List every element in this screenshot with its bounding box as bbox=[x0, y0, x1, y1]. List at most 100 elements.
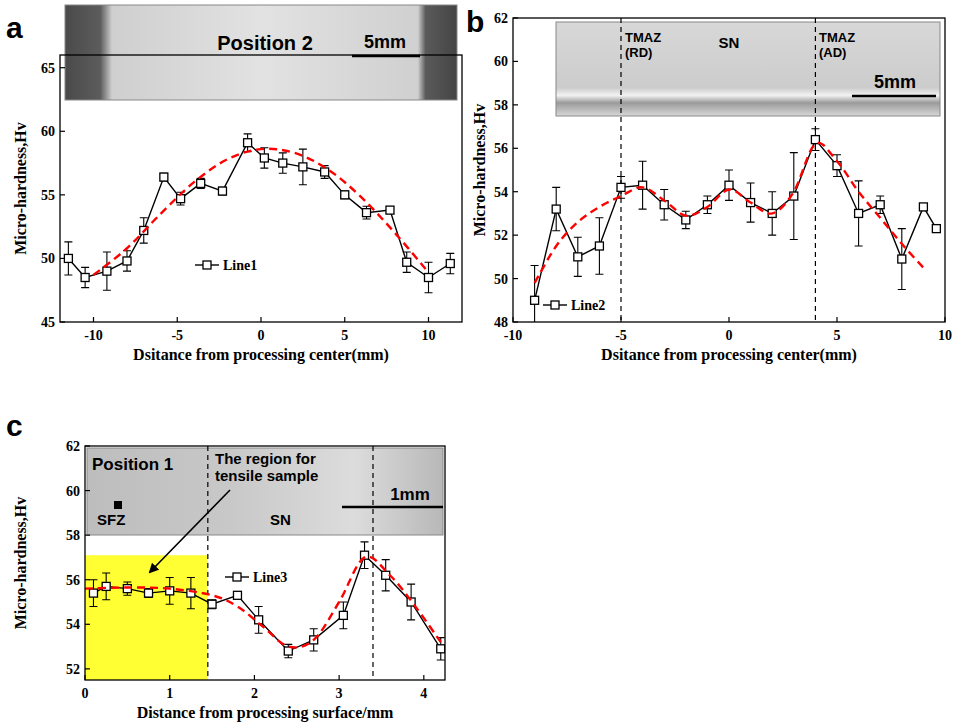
annotation-line: TMAZ bbox=[625, 30, 661, 45]
data-point bbox=[177, 195, 185, 203]
x-tick bbox=[169, 675, 170, 680]
y-tick-label: 45 bbox=[41, 315, 55, 330]
y-tick bbox=[85, 624, 90, 625]
y-tick-label: 50 bbox=[41, 251, 55, 266]
y-tick-label: 50 bbox=[494, 272, 508, 287]
y-tick bbox=[60, 321, 65, 322]
data-point bbox=[299, 163, 307, 171]
data-line bbox=[93, 555, 440, 651]
panel: -10-505104850525456586062Dsitance from p… bbox=[466, 5, 952, 364]
legend-marker bbox=[233, 573, 241, 581]
y-tick-label: 62 bbox=[66, 439, 80, 454]
error-bar bbox=[574, 237, 582, 276]
x-tick bbox=[423, 675, 424, 680]
x-tick-label: 0 bbox=[82, 686, 89, 701]
error-bar bbox=[123, 251, 131, 271]
x-tick bbox=[512, 317, 513, 322]
error-bar bbox=[208, 600, 216, 609]
y-axis-title: Micro-hardness,Hv bbox=[12, 122, 29, 255]
y-tick bbox=[60, 258, 65, 259]
legend-marker bbox=[551, 301, 559, 309]
y-tick-label: 52 bbox=[494, 228, 508, 243]
error-bar bbox=[855, 181, 863, 246]
y-tick-label: 54 bbox=[494, 185, 508, 200]
annotation-line: The region for bbox=[215, 450, 316, 467]
y-tick-label: 58 bbox=[66, 528, 80, 543]
y-tick-label: 60 bbox=[66, 484, 80, 499]
annotation: TMAZ(RD) bbox=[625, 30, 661, 60]
annotation: SN bbox=[719, 34, 740, 51]
x-tick-label: 10 bbox=[422, 328, 436, 343]
data-point bbox=[437, 645, 445, 653]
data-point bbox=[932, 225, 940, 233]
reference-line bbox=[620, 18, 621, 322]
data-line bbox=[68, 143, 450, 278]
scale-bar bbox=[852, 95, 936, 98]
error-bar bbox=[341, 191, 349, 199]
panel: -10-505104550556065Dsitance from process… bbox=[6, 5, 462, 364]
error-bar bbox=[166, 577, 174, 604]
error-bar bbox=[145, 589, 153, 598]
error-bar bbox=[279, 153, 287, 173]
error-bar bbox=[446, 253, 454, 273]
x-tick-label: 1 bbox=[166, 686, 173, 701]
data-point bbox=[386, 206, 394, 214]
y-tick bbox=[85, 668, 90, 669]
annotation: 1mm bbox=[390, 485, 430, 504]
annotation: The region fortensile sample bbox=[215, 450, 318, 484]
data-point bbox=[81, 274, 89, 282]
data-point bbox=[403, 258, 411, 266]
error-bar bbox=[102, 573, 110, 600]
data-point bbox=[208, 600, 216, 608]
y-tick-label: 55 bbox=[41, 188, 55, 203]
x-axis-title: Distance from processing surface/mm bbox=[137, 704, 394, 722]
annotation-line: (RD) bbox=[625, 45, 652, 60]
data-point bbox=[660, 201, 668, 209]
inset-image bbox=[87, 448, 443, 535]
legend-entry: Line3 bbox=[225, 570, 287, 585]
x-tick-label: 5 bbox=[834, 328, 841, 343]
y-tick-label: 52 bbox=[66, 662, 80, 677]
data-point bbox=[279, 159, 287, 167]
legend-label: Line1 bbox=[223, 258, 257, 273]
x-tick bbox=[944, 317, 945, 322]
x-tick bbox=[260, 317, 261, 322]
data-point bbox=[123, 257, 131, 265]
data-point bbox=[218, 187, 226, 195]
error-bar bbox=[363, 206, 371, 219]
x-tick bbox=[620, 317, 621, 322]
data-point bbox=[876, 201, 884, 209]
y-tick bbox=[85, 579, 90, 580]
error-bar bbox=[218, 187, 226, 195]
reference-line bbox=[207, 446, 208, 680]
x-tick bbox=[728, 317, 729, 322]
y-tick bbox=[60, 131, 65, 132]
plot-area bbox=[531, 18, 941, 322]
y-tick-label: 58 bbox=[494, 98, 508, 113]
annotation: TMAZ(AD) bbox=[819, 30, 855, 60]
annotation-line: (AD) bbox=[819, 45, 846, 60]
x-tick-label: 0 bbox=[726, 328, 733, 343]
panel: 01234525456586062Distance from processin… bbox=[6, 409, 445, 722]
y-tick-label: 65 bbox=[41, 61, 55, 76]
legend-label: Line2 bbox=[571, 298, 605, 313]
error-bar bbox=[244, 134, 252, 152]
annotation: 5mm bbox=[874, 72, 916, 92]
x-tick bbox=[84, 675, 85, 680]
error-bar bbox=[255, 606, 263, 633]
x-tick-label: 2 bbox=[251, 686, 258, 701]
scale-bar bbox=[352, 55, 420, 58]
y-tick bbox=[85, 535, 90, 536]
data-point bbox=[725, 181, 733, 189]
panel-letter: b bbox=[466, 5, 484, 38]
data-point bbox=[595, 242, 603, 250]
data-point bbox=[898, 255, 906, 263]
data-point bbox=[321, 168, 329, 176]
error-bar bbox=[639, 161, 647, 209]
annotation-line: tensile sample bbox=[215, 467, 318, 484]
error-bar bbox=[407, 584, 415, 620]
error-bar bbox=[617, 177, 625, 199]
error-bar bbox=[876, 196, 884, 213]
y-tick bbox=[60, 67, 65, 68]
x-axis-title: Dsitance from processing center(mm) bbox=[601, 346, 857, 364]
